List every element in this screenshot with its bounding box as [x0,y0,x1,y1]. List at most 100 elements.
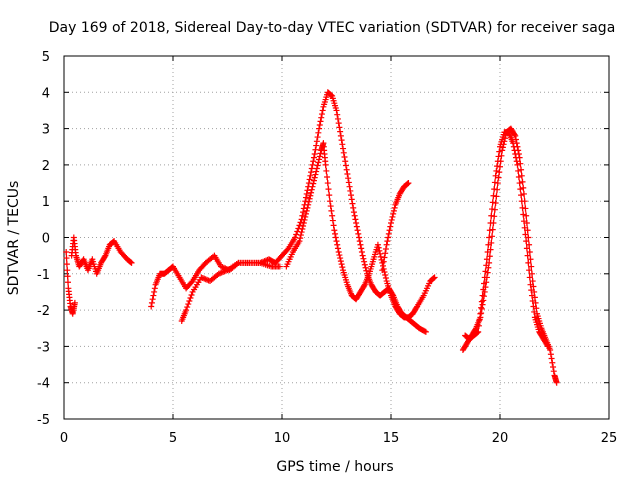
data-point [318,111,325,118]
data-point [338,261,345,268]
data-point [148,303,155,310]
data-point [335,120,342,127]
data-point [512,154,519,161]
data-point [356,234,363,241]
data-point [336,124,343,131]
data-point [510,143,517,150]
y-tick-label: 1 [42,195,50,210]
series-line [462,128,558,383]
data-point [330,222,337,229]
data-point [390,207,397,214]
data-point [352,216,359,223]
data-point [309,183,316,190]
data-point [326,192,333,199]
data-point [516,180,523,187]
data-point [496,169,503,176]
data-point [302,210,309,217]
data-point [63,261,70,268]
data-point [515,167,522,174]
data-point [478,304,485,311]
data-point [489,199,496,206]
data-point [519,204,526,211]
data-point [311,151,318,158]
data-point [520,218,527,225]
data-point [387,223,394,230]
data-point [342,162,349,169]
data-point [316,153,323,160]
data-point [101,253,108,260]
chart-title: Day 169 of 2018, Sidereal Day-to-day VTE… [49,20,616,36]
data-point [296,222,303,229]
data-point [547,347,554,354]
data-point [511,147,518,154]
data-point [340,149,347,156]
data-point [510,140,517,147]
y-axis-label: SDTVAR / TECUs [6,181,22,296]
data-point [313,138,320,145]
data-point [316,121,323,128]
y-tick-label: -1 [37,268,50,283]
data-point [151,288,158,295]
data-point [529,298,536,305]
data-point [481,274,488,281]
data-point [316,125,323,132]
data-point [430,275,437,282]
data-point [150,292,157,299]
data-point [302,194,309,201]
data-point [328,207,335,214]
data-point [307,192,314,199]
y-tick-label: -4 [37,377,50,392]
data-point [481,280,488,287]
data-point [494,186,501,193]
data-point [185,301,192,308]
data-point [337,258,344,265]
data-point [296,238,303,245]
data-point [421,328,428,335]
data-point [303,207,310,214]
data-point [295,225,302,232]
series-arc2 [68,234,135,277]
data-point [523,238,530,245]
data-point [493,167,500,174]
data-point [187,295,194,301]
data-point [363,267,370,274]
data-point [357,241,364,248]
data-point [305,198,312,205]
data-point [341,154,348,161]
data-point [511,131,518,138]
data-point [302,213,309,220]
data-point [490,192,497,199]
data-point [149,296,156,303]
data-point [358,249,365,256]
data-point [475,328,482,335]
data-point [518,172,525,179]
y-tick-label: -3 [37,340,50,355]
data-point [305,201,312,208]
data-point [337,255,344,262]
data-point [356,238,363,245]
data-point [323,167,330,174]
data-point [305,180,312,187]
x-tick-label: 15 [383,431,400,446]
data-point [489,233,496,240]
data-point [307,172,314,179]
data-point [326,198,333,205]
data-point [294,228,301,235]
data-point [361,261,368,268]
data-point [300,223,307,230]
data-point [337,128,344,135]
data-point [361,258,368,265]
data-point [322,161,329,168]
data-point [524,252,531,259]
y-tick-label: 5 [42,50,50,65]
data-point [331,227,338,234]
data-point [188,291,195,298]
data-point [310,154,317,161]
data-point [489,206,496,213]
data-point [314,162,321,169]
data-point [495,153,502,160]
data-point [353,219,360,226]
data-point [382,250,389,257]
data-point [293,231,300,238]
data-point [362,264,369,271]
